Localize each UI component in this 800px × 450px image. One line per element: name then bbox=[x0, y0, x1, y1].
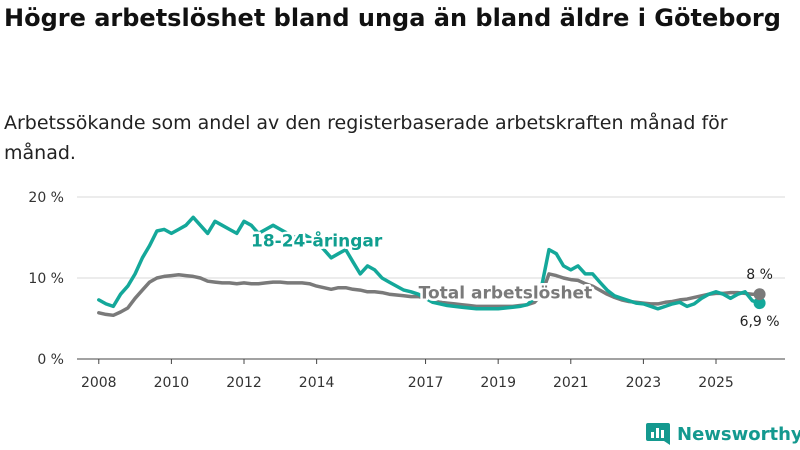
x-tick-label: 2010 bbox=[154, 375, 190, 391]
gridlines bbox=[77, 196, 785, 360]
x-tick-label: 2025 bbox=[698, 375, 734, 391]
series-label-total: Total arbetslöshet bbox=[419, 283, 593, 303]
y-axis: 0 % 10 % 20 % bbox=[28, 190, 64, 368]
y-tick-label: 10 % bbox=[28, 271, 64, 287]
x-tick-label: 2014 bbox=[299, 375, 335, 391]
series-line-youth bbox=[97, 215, 762, 311]
x-tick-label: 2019 bbox=[480, 375, 516, 391]
end-label-youth: 6,9 % bbox=[740, 314, 780, 330]
series-lines bbox=[97, 215, 762, 318]
y-tick-label: 0 % bbox=[37, 352, 64, 368]
series-label-halo: 18-24-åringar bbox=[251, 229, 383, 251]
brand-name: Newsworthy bbox=[677, 423, 800, 445]
y-tick-label: 20 % bbox=[28, 190, 64, 206]
series-label-halo: Total arbetslöshet bbox=[419, 283, 593, 303]
chart-title: Högre arbetslöshet bland unga än bland ä… bbox=[4, 4, 781, 32]
end-marker-youth bbox=[753, 297, 766, 310]
chart-subtitle: Arbetssökande som andel av den registerb… bbox=[4, 112, 728, 164]
x-axis: 2008 2010 2012 2014 2017 2019 2021 2023 2025 bbox=[81, 359, 734, 391]
end-marker-total bbox=[753, 288, 766, 301]
x-tick-label: 2021 bbox=[553, 375, 589, 391]
x-tick-label: 2017 bbox=[408, 375, 444, 391]
end-label-total: 8 % bbox=[746, 267, 773, 283]
end-markers: 6,9 % 8 % bbox=[740, 267, 780, 330]
newsworthy-logo: Newsworthy bbox=[645, 420, 800, 448]
series-label-youth: 18-24-åringar bbox=[251, 229, 383, 251]
x-tick-label: 2008 bbox=[81, 375, 117, 391]
x-tick-label: 2023 bbox=[626, 375, 662, 391]
x-tick-label: 2012 bbox=[226, 375, 262, 391]
bar-chart-icon bbox=[646, 423, 670, 445]
